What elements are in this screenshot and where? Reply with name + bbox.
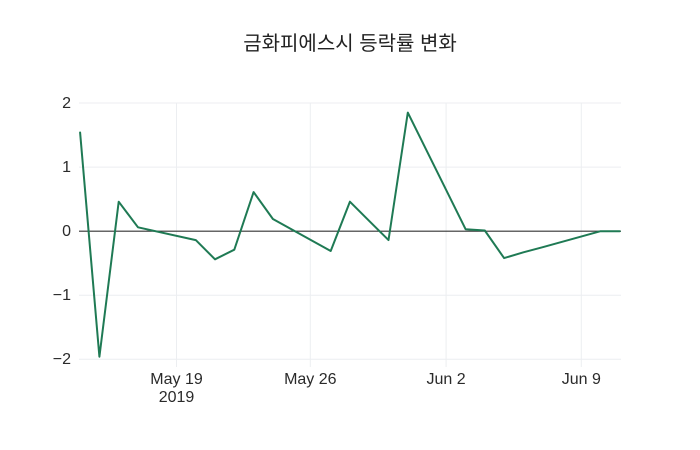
svg-text:May 26: May 26 (284, 371, 337, 388)
svg-text:−2: −2 (53, 351, 71, 368)
svg-text:−1: −1 (53, 287, 71, 304)
svg-text:Jun 9: Jun 9 (562, 371, 601, 388)
svg-text:2019: 2019 (159, 389, 195, 406)
svg-text:2: 2 (62, 95, 71, 112)
svg-text:0: 0 (62, 223, 71, 240)
svg-text:Jun 2: Jun 2 (427, 371, 466, 388)
svg-text:May 19: May 19 (150, 371, 203, 388)
svg-text:1: 1 (62, 159, 71, 176)
